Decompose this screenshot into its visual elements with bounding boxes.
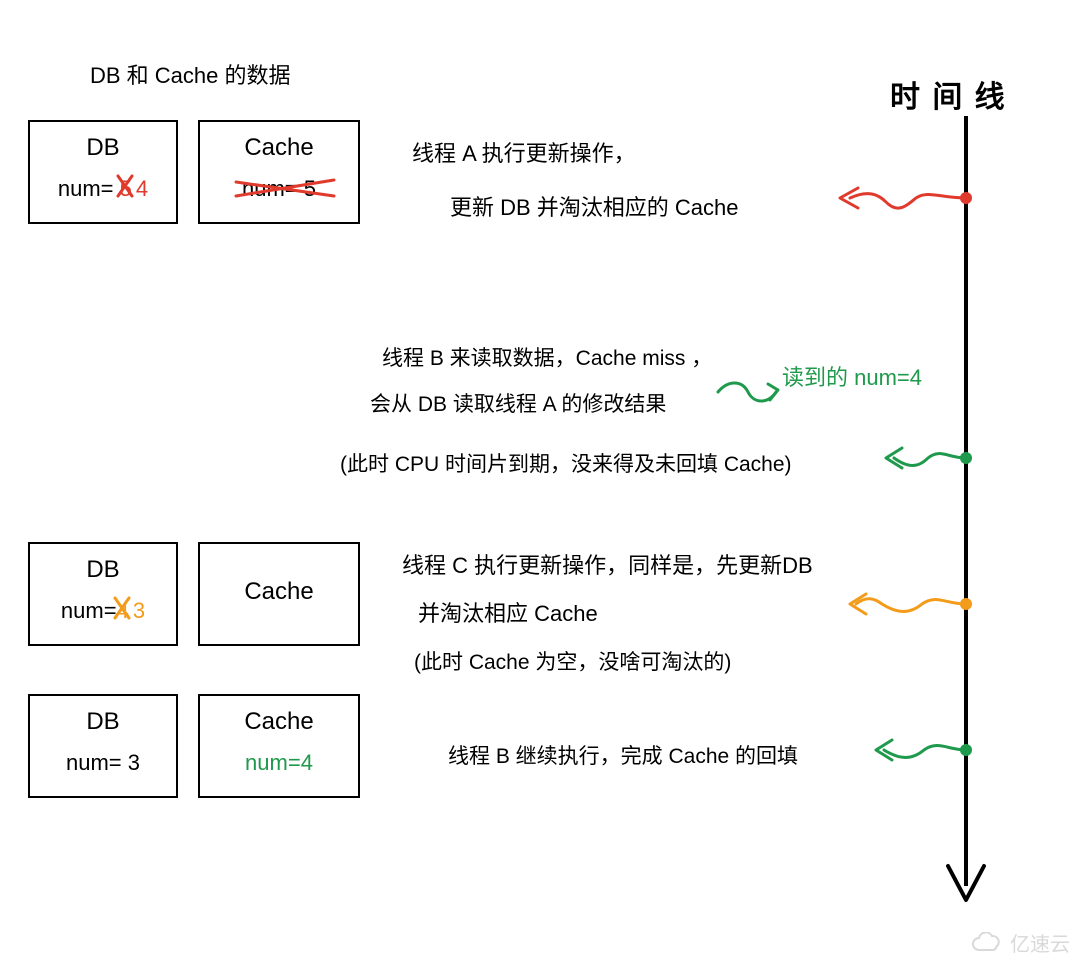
db-step2-new: 3 xyxy=(133,598,145,623)
event-b-read-loop-icon xyxy=(712,378,782,408)
cache-box-step1-title: Cache xyxy=(200,134,358,162)
event-c-line2: 并淘汰相应 Cache xyxy=(418,596,598,628)
cache-box-step3-title: Cache xyxy=(200,708,358,736)
event-b-cpu-line1: (此时 CPU 时间片到期，没来得及未回填 Cache) xyxy=(340,448,792,478)
db-step1-prefix: num= xyxy=(58,176,120,201)
db-box-step2-title: DB xyxy=(30,556,176,584)
cache-box-step2-title: Cache xyxy=(200,578,358,606)
event-c-line1: 线程 C 执行更新操作，同样是，先更新DB xyxy=(402,548,813,580)
db-step1-cross-icon xyxy=(116,174,136,200)
db-step2-cross-icon xyxy=(113,596,133,622)
event-b-fill-arrow-icon xyxy=(856,730,980,770)
watermark: 亿速云 xyxy=(970,928,1070,957)
cache-box-step1: Cache num= 5 xyxy=(198,120,360,224)
event-a-arrow-icon xyxy=(820,180,980,220)
watermark-text: 亿速云 xyxy=(1010,928,1070,957)
event-a-line1: 线程 A 执行更新操作， xyxy=(412,136,636,168)
db-step1-new: 4 xyxy=(136,176,148,201)
cache-box-step2: Cache xyxy=(198,542,360,646)
cache-step1-strike-icon xyxy=(234,176,344,202)
event-c-line3: (此时 Cache 为空，没啥可淘汰的) xyxy=(414,646,731,676)
db-box-step1-title: DB xyxy=(30,134,176,162)
event-a-line2: 更新 DB 并淘汰相应的 Cache xyxy=(450,190,739,222)
db-box-step1: DB num= 5 4 xyxy=(28,120,178,224)
db-step3-value: num= 3 xyxy=(30,750,176,776)
event-c-arrow-icon xyxy=(842,584,980,624)
db-box-step3-title: DB xyxy=(30,708,176,736)
event-b-fill-line1: 线程 B 继续执行，完成 Cache 的回填 xyxy=(448,740,798,770)
diagram-canvas: DB 和 Cache 的数据 时 间 线 DB num= 5 4 Cache n… xyxy=(0,0,1080,966)
cache-box-step3: Cache num=4 xyxy=(198,694,360,798)
db-step2-prefix: num= xyxy=(61,598,117,623)
event-b-cpu-arrow-icon xyxy=(868,438,978,478)
event-b-read-line2: 会从 DB 读取线程 A 的修改结果 xyxy=(370,388,666,418)
watermark-cloud-icon xyxy=(970,932,1004,954)
cache-box-step1-value: num= 5 xyxy=(200,176,358,202)
event-b-read-line1: 线程 B 来读取数据，Cache miss ， xyxy=(382,342,712,372)
cache-step3-value: num=4 xyxy=(200,750,358,776)
db-box-step2: DB num= 4 3 xyxy=(28,542,178,646)
event-b-read-result: 读到的 num=4 xyxy=(782,360,922,392)
db-box-step3: DB num= 3 xyxy=(28,694,178,798)
db-box-step1-value: num= 5 4 xyxy=(30,176,176,202)
db-box-step2-value: num= 4 3 xyxy=(30,598,176,624)
